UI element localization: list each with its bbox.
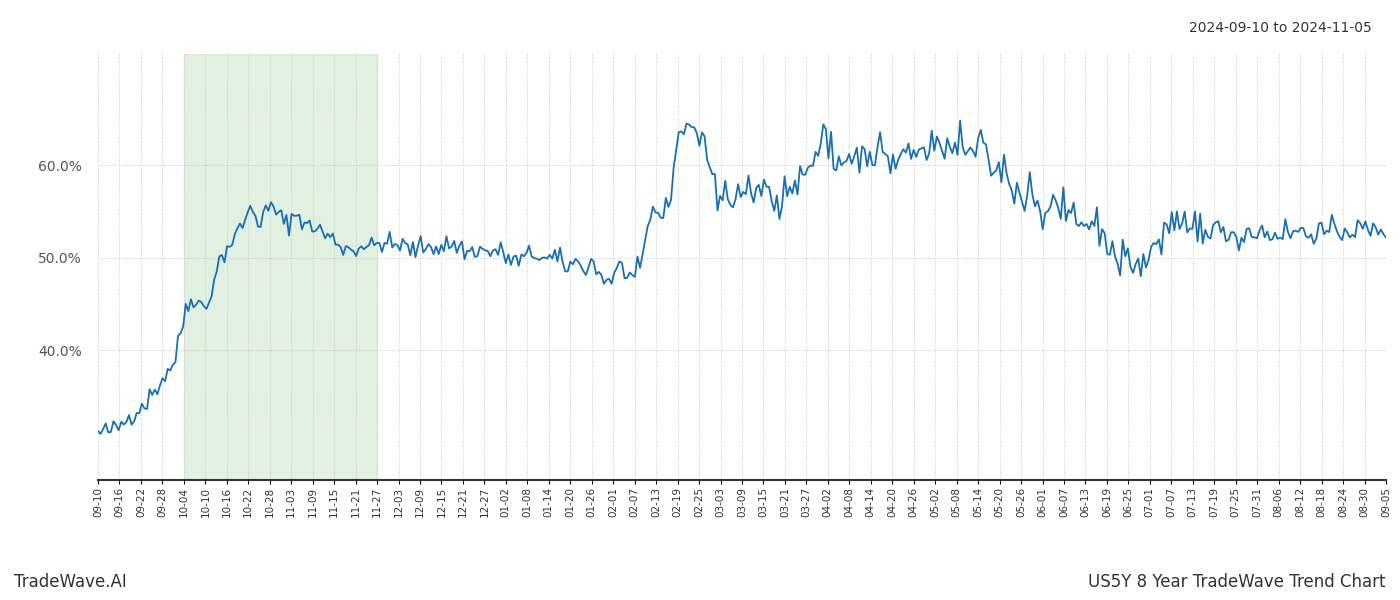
Text: 2024-09-10 to 2024-11-05: 2024-09-10 to 2024-11-05 — [1189, 21, 1372, 35]
Text: US5Y 8 Year TradeWave Trend Chart: US5Y 8 Year TradeWave Trend Chart — [1089, 573, 1386, 591]
Text: TradeWave.AI: TradeWave.AI — [14, 573, 127, 591]
Bar — [183, 54, 377, 480]
